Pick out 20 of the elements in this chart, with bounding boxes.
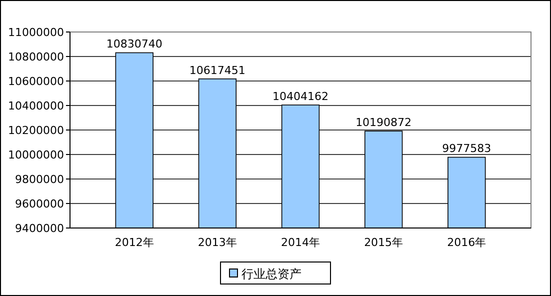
y-tick-label: 10400000	[8, 99, 64, 112]
x-tick-label: 2016年	[447, 236, 486, 249]
y-tick-label: 9800000	[15, 172, 64, 186]
x-tick-label: 2013年	[198, 236, 237, 249]
data-label: 10830740	[106, 38, 162, 51]
y-tick-label: 10800000	[8, 50, 64, 64]
y-tick-label: 10000000	[8, 148, 64, 162]
legend-label: 行业总资产	[242, 267, 302, 282]
data-label: 10190872	[356, 116, 412, 130]
data-label: 10404162	[272, 90, 328, 103]
data-label: 10617451	[189, 64, 246, 77]
y-tick-label: 9400000	[15, 222, 64, 235]
data-label: 9977583	[442, 142, 492, 156]
y-tick-label: 9600000	[15, 197, 64, 210]
x-tick-label: 2014年	[281, 236, 320, 249]
y-tick-label: 11000000	[8, 26, 64, 39]
y-tick-label: 10600000	[8, 74, 64, 88]
y-tick-label: 10200000	[8, 124, 64, 137]
x-tick-label: 2012年	[114, 236, 154, 249]
x-tick-label: 2015年	[364, 236, 404, 249]
